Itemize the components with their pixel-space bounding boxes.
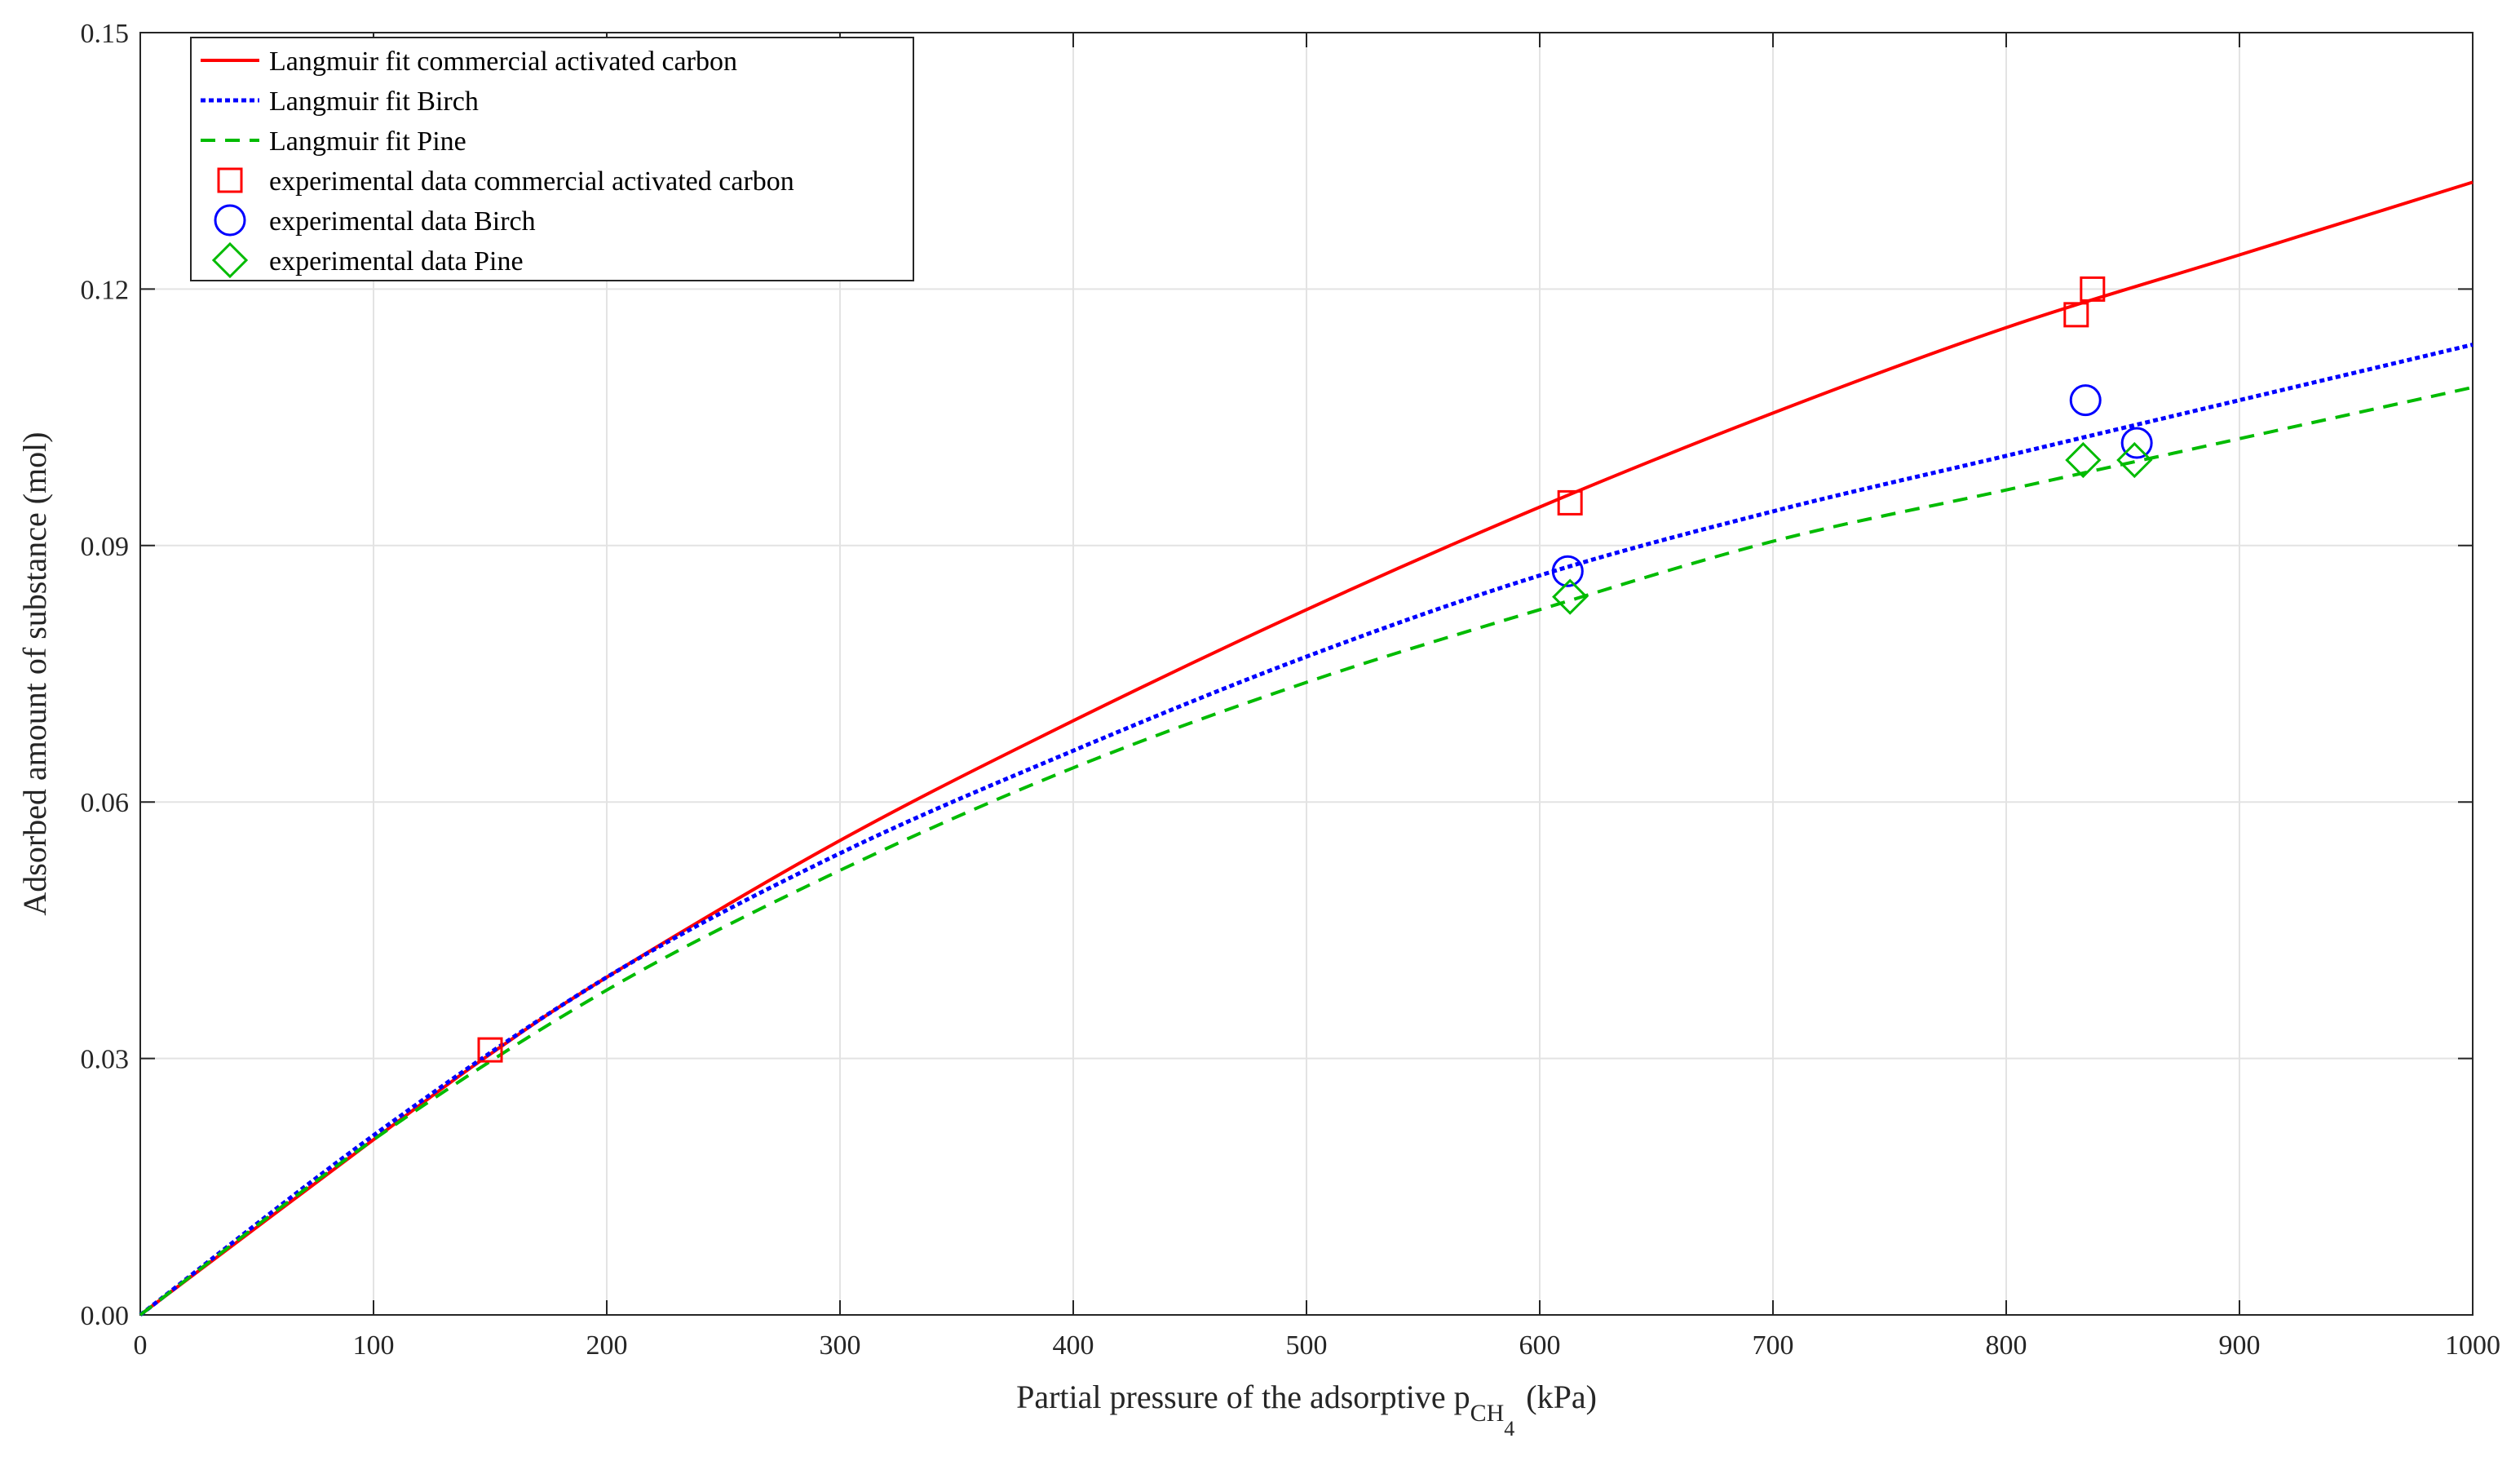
x-tick-label: 700	[1753, 1330, 1794, 1361]
x-tick-label: 1000	[2445, 1330, 2500, 1361]
y-tick-label: 0.03	[81, 1045, 130, 1075]
x-tick-label: 200	[586, 1330, 628, 1361]
axes: 0 100 200 300 400 500 600 700 800 900 1000 0.00 0.03…	[81, 19, 2501, 1361]
x-tick-label: 300	[820, 1330, 861, 1361]
y-tick-label: 0.06	[81, 788, 130, 818]
x-tick-label: 400	[1053, 1330, 1094, 1361]
legend-entry-label: Langmuir fit Birch	[269, 86, 479, 117]
activated-carbon-point	[2080, 276, 2106, 302]
x-axis-label: Partial pressure of the adsorptive pCH4 (…	[1016, 1379, 1597, 1441]
activated-carbon-point	[477, 1037, 503, 1063]
legend: Langmuir fit commercial activated carbon…	[190, 37, 914, 281]
legend-entry-label: experimental data Pine	[269, 246, 524, 277]
x-tick-label: 600	[1519, 1330, 1561, 1361]
x-tick-label: 100	[353, 1330, 395, 1361]
legend-marker-swatch	[214, 204, 246, 237]
birch-point	[2120, 427, 2153, 459]
langmuir-fit-pine-line	[139, 385, 2474, 1317]
legend-entry-label: Langmuir fit commercial activated carbon	[269, 46, 737, 77]
y-tick-label: 0.12	[81, 275, 130, 305]
x-tick-label: 800	[1986, 1330, 2027, 1361]
activated-carbon-point	[2063, 302, 2089, 328]
langmuir-fit-birch-line	[139, 343, 2474, 1317]
birch-point	[2069, 384, 2102, 417]
x-axis-label-prefix: Partial pressure of the adsorptive p	[1016, 1379, 1470, 1415]
fit-curves	[139, 180, 2474, 1317]
legend-entry-label: Langmuir fit Pine	[269, 126, 466, 157]
pine-point	[2116, 441, 2153, 479]
x-tick-label: 500	[1286, 1330, 1328, 1361]
pine-point	[1552, 578, 1589, 615]
y-tick-label: 0.15	[81, 19, 130, 49]
x-tick-label: 0	[134, 1330, 148, 1361]
legend-box	[190, 37, 914, 281]
y-tick-label: 0.00	[81, 1301, 130, 1331]
legend-entry-label: experimental data Birch	[269, 206, 536, 237]
x-axis-label-subscript: CH	[1470, 1400, 1505, 1427]
x-tick-label: 900	[2219, 1330, 2261, 1361]
x-axis-label-suffix: (kPa)	[1526, 1379, 1597, 1415]
activated-carbon-point	[1557, 489, 1583, 516]
legend-marker-swatch	[217, 167, 243, 193]
experimental-points	[477, 276, 2153, 1063]
birch-point	[1551, 555, 1584, 587]
y-tick-label: 0.09	[81, 532, 130, 562]
legend-entry-label: experimental data commercial activated c…	[269, 166, 794, 197]
legend-marker-swatch	[211, 241, 249, 279]
pine-point	[2065, 441, 2102, 479]
y-axis-label: Adsorbed amount of substance (mol)	[16, 432, 53, 915]
x-axis-label-subsubscript: 4	[1504, 1417, 1514, 1441]
